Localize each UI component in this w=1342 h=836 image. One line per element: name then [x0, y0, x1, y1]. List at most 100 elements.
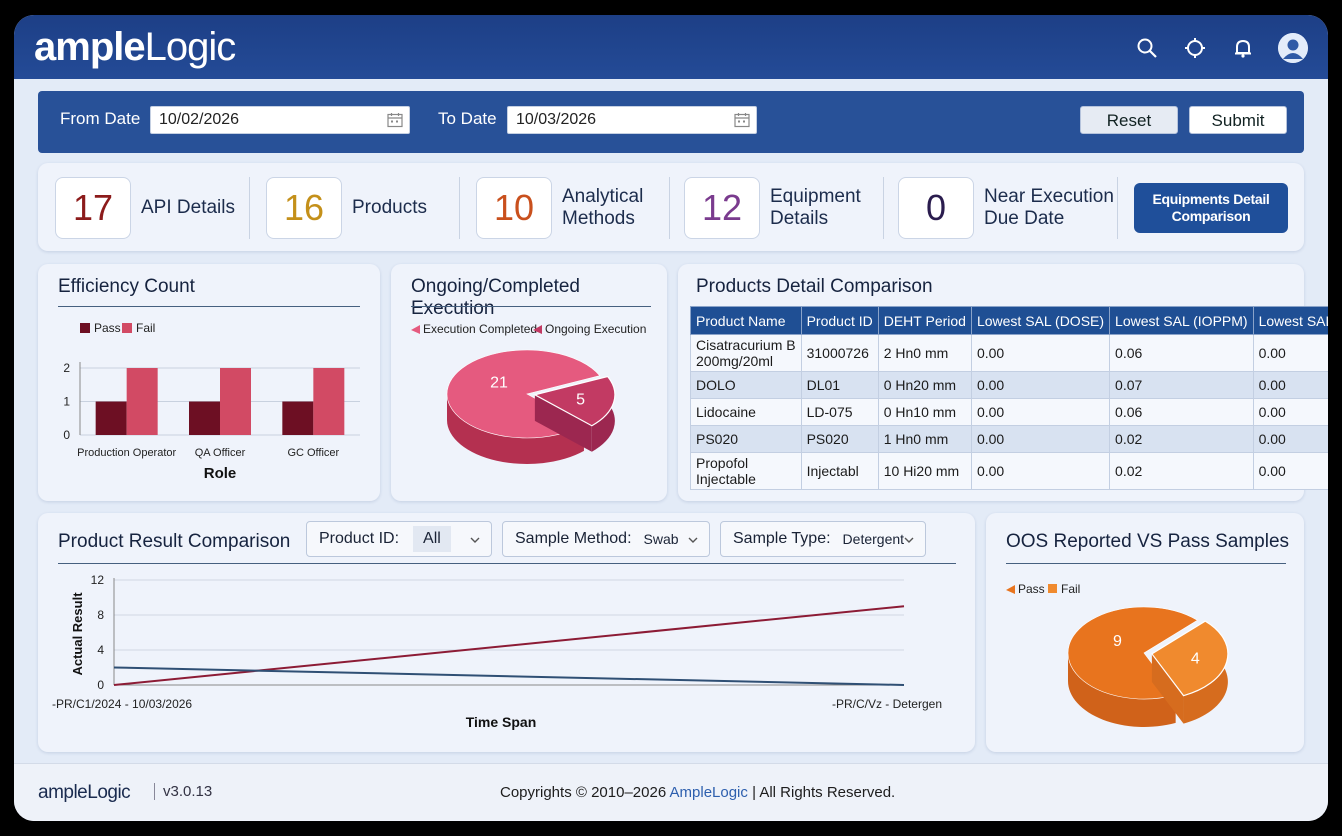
stat-label-line2: Details — [770, 208, 829, 229]
x-axis-title: Role — [204, 465, 237, 482]
column-header[interactable]: Product Name — [690, 306, 802, 335]
app-version: v3.0.13 — [154, 783, 212, 800]
footer: ampleLogic v3.0.13 Copyrights © 2010–202… — [14, 763, 1328, 821]
stat-value: 0 — [898, 177, 974, 239]
stat-products[interactable]: 16 Products — [266, 177, 427, 239]
card-title: Products Detail Comparison — [696, 276, 933, 297]
select-label: Product ID: — [319, 530, 400, 547]
legend-label-pass: Pass — [1018, 582, 1045, 596]
pie-slice-side — [534, 394, 592, 452]
stat-label-line2: Methods — [562, 208, 635, 229]
cell-sal-ioppm: 0.07 — [1109, 371, 1254, 399]
calendar-icon[interactable] — [387, 112, 403, 133]
oos-card: OOS Reported VS Pass Samples Pass Fail 9… — [986, 513, 1304, 752]
crosshair-icon[interactable] — [1182, 35, 1208, 61]
stat-analytical-methods[interactable]: 10 Analytical Methods — [476, 177, 643, 239]
stat-label: Products — [352, 197, 427, 218]
series-line-0 — [113, 605, 905, 686]
cell-deht-period: 0 Hn10 mm — [877, 398, 972, 426]
app-logo[interactable]: ampleLogic — [34, 25, 236, 70]
cell-deht-period: 0 Hn20 mm — [877, 371, 972, 399]
y-tick-label: 12 — [91, 573, 105, 587]
table-row[interactable]: Propofol Injectable Injectabl 10 Hi20 mm … — [690, 452, 1328, 490]
cell-sal-dose: 0.00 — [970, 452, 1111, 490]
bar-pass — [95, 401, 127, 435]
cell-product-id: Injectabl — [800, 452, 879, 490]
column-header[interactable]: Lowest SAL (DOSE) — [970, 306, 1111, 335]
legend-swatch-ongoing — [533, 325, 542, 334]
cell-sal-toxicity: 0.00 — [1252, 334, 1328, 372]
stat-value: 16 — [266, 177, 342, 239]
cell-sal-ioppm: 0.06 — [1109, 398, 1254, 426]
execution-pie-chart: Execution Completed Ongoing Execution 21… — [411, 322, 646, 464]
pie-value-label: 4 — [1191, 650, 1200, 667]
from-date-value: 10/02/2026 — [159, 111, 240, 128]
sample-type-select[interactable]: Sample Type: Detergent — [720, 521, 926, 557]
copyright-rights: | All Rights Reserved. — [752, 784, 896, 801]
y-tick-label: 0 — [97, 678, 104, 692]
card-title: Efficiency Count — [58, 276, 195, 297]
efficiency-count-card: Efficiency Count Pass Fail 0 1 2 Production… — [38, 264, 380, 501]
stats-card: 17 API Details 16 Products 10 Analytical… — [38, 163, 1304, 251]
date-filter-bar: From Date 10/02/2026 To Date 10/03/2026 … — [38, 91, 1304, 153]
cell-product-name: Cisatracurium B — [696, 337, 796, 353]
column-header[interactable]: Lowest SAL (IOPPM) — [1109, 306, 1254, 335]
stat-api-details[interactable]: 17 API Details — [55, 177, 235, 239]
calendar-icon[interactable] — [734, 112, 750, 133]
series-line-1 — [113, 666, 905, 686]
legend-label-fail: Fail — [1061, 582, 1080, 596]
stat-label: Equipment — [770, 186, 861, 207]
x-tick-label: GC Officer — [287, 447, 339, 459]
select-value: Swab — [643, 531, 679, 547]
execution-card: Ongoing/Completed Execution Execution Co… — [391, 264, 667, 501]
stat-equipment-details[interactable]: 12 Equipment Details — [684, 177, 861, 239]
x-tick-label: -PR/C1/2024 - 10/03/2026 — [52, 697, 192, 711]
column-header[interactable]: DEHT Period — [877, 306, 972, 335]
cell-sal-dose: 0.00 — [970, 371, 1111, 399]
search-icon[interactable] — [1134, 35, 1160, 61]
stat-label: Near Execution — [984, 186, 1114, 207]
legend-swatch-completed — [411, 325, 420, 334]
table-row[interactable]: Lidocaine LD-075 0 Hn10 mm 0.00 0.06 0.0… — [690, 398, 1328, 426]
submit-button[interactable]: Submit — [1189, 106, 1287, 134]
bar-fail — [126, 368, 158, 435]
efficiency-bar-chart: Pass Fail 0 1 2 Production Operator QA Offic… — [63, 321, 360, 482]
stat-value: 10 — [476, 177, 552, 239]
reset-button[interactable]: Reset — [1080, 106, 1178, 134]
to-date-input[interactable]: 10/03/2026 — [507, 106, 757, 134]
button-line1: Equipments Detail — [1152, 191, 1270, 207]
pie-slice-ongoing-execution — [533, 375, 616, 427]
oos-pie-chart: Pass Fail 9 4 — [1006, 582, 1229, 727]
copyright-brand-link[interactable]: AmpleLogic — [669, 784, 748, 801]
bell-icon[interactable] — [1230, 35, 1256, 61]
pie-value-label: 5 — [576, 391, 585, 408]
pie-value-label: 21 — [490, 374, 508, 391]
copyright-years: Copyrights © 2010–2026 — [500, 784, 667, 801]
product-id-select[interactable]: Product ID: All — [306, 521, 492, 557]
pie-slice-side — [1151, 653, 1184, 724]
column-header[interactable]: Product ID — [800, 306, 879, 335]
product-result-line-chart: 0 4 8 12 Actual Result -PR/C1/2024 - 10/03/… — [52, 573, 942, 730]
card-title: OOS Reported VS Pass Samples — [1006, 531, 1290, 552]
y-tick-label: 1 — [63, 395, 70, 409]
to-date-value: 10/03/2026 — [516, 111, 597, 128]
cell-product-name: Propofol — [696, 455, 749, 471]
chevron-down-icon — [469, 533, 481, 551]
y-tick-label: 4 — [97, 643, 104, 657]
table-row[interactable]: DOLO DL01 0 Hn20 mm 0.00 0.07 0.00 — [690, 371, 1328, 399]
from-date-input[interactable]: 10/02/2026 — [150, 106, 410, 134]
copyright-text: Copyrights © 2010–2026 AmpleLogic | All … — [500, 784, 895, 801]
stat-near-execution[interactable]: 0 Near Execution Due Date — [898, 177, 1114, 239]
table-row[interactable]: PS020 PS020 1 Hn0 mm 0.00 0.02 0.00 — [690, 425, 1328, 453]
equipments-detail-comparison-button[interactable]: Equipments Detail Comparison — [1134, 183, 1288, 233]
cell-product-name-line2: 200mg/20ml — [696, 353, 774, 369]
sample-method-select[interactable]: Sample Method: Swab — [502, 521, 710, 557]
table-row[interactable]: Cisatracurium B 200mg/20ml 31000726 2 Hn0… — [690, 334, 1328, 372]
pie-slice-pass — [1067, 606, 1198, 700]
logo-bold-text: ample — [34, 25, 146, 69]
user-avatar-icon[interactable] — [1278, 33, 1308, 63]
column-header[interactable]: Lowest SAL (TOXICITY) — [1252, 306, 1328, 335]
to-date-label: To Date — [438, 109, 497, 128]
cell-sal-toxicity: 0.00 — [1252, 425, 1328, 453]
legend-label-pass: Pass — [94, 321, 121, 335]
